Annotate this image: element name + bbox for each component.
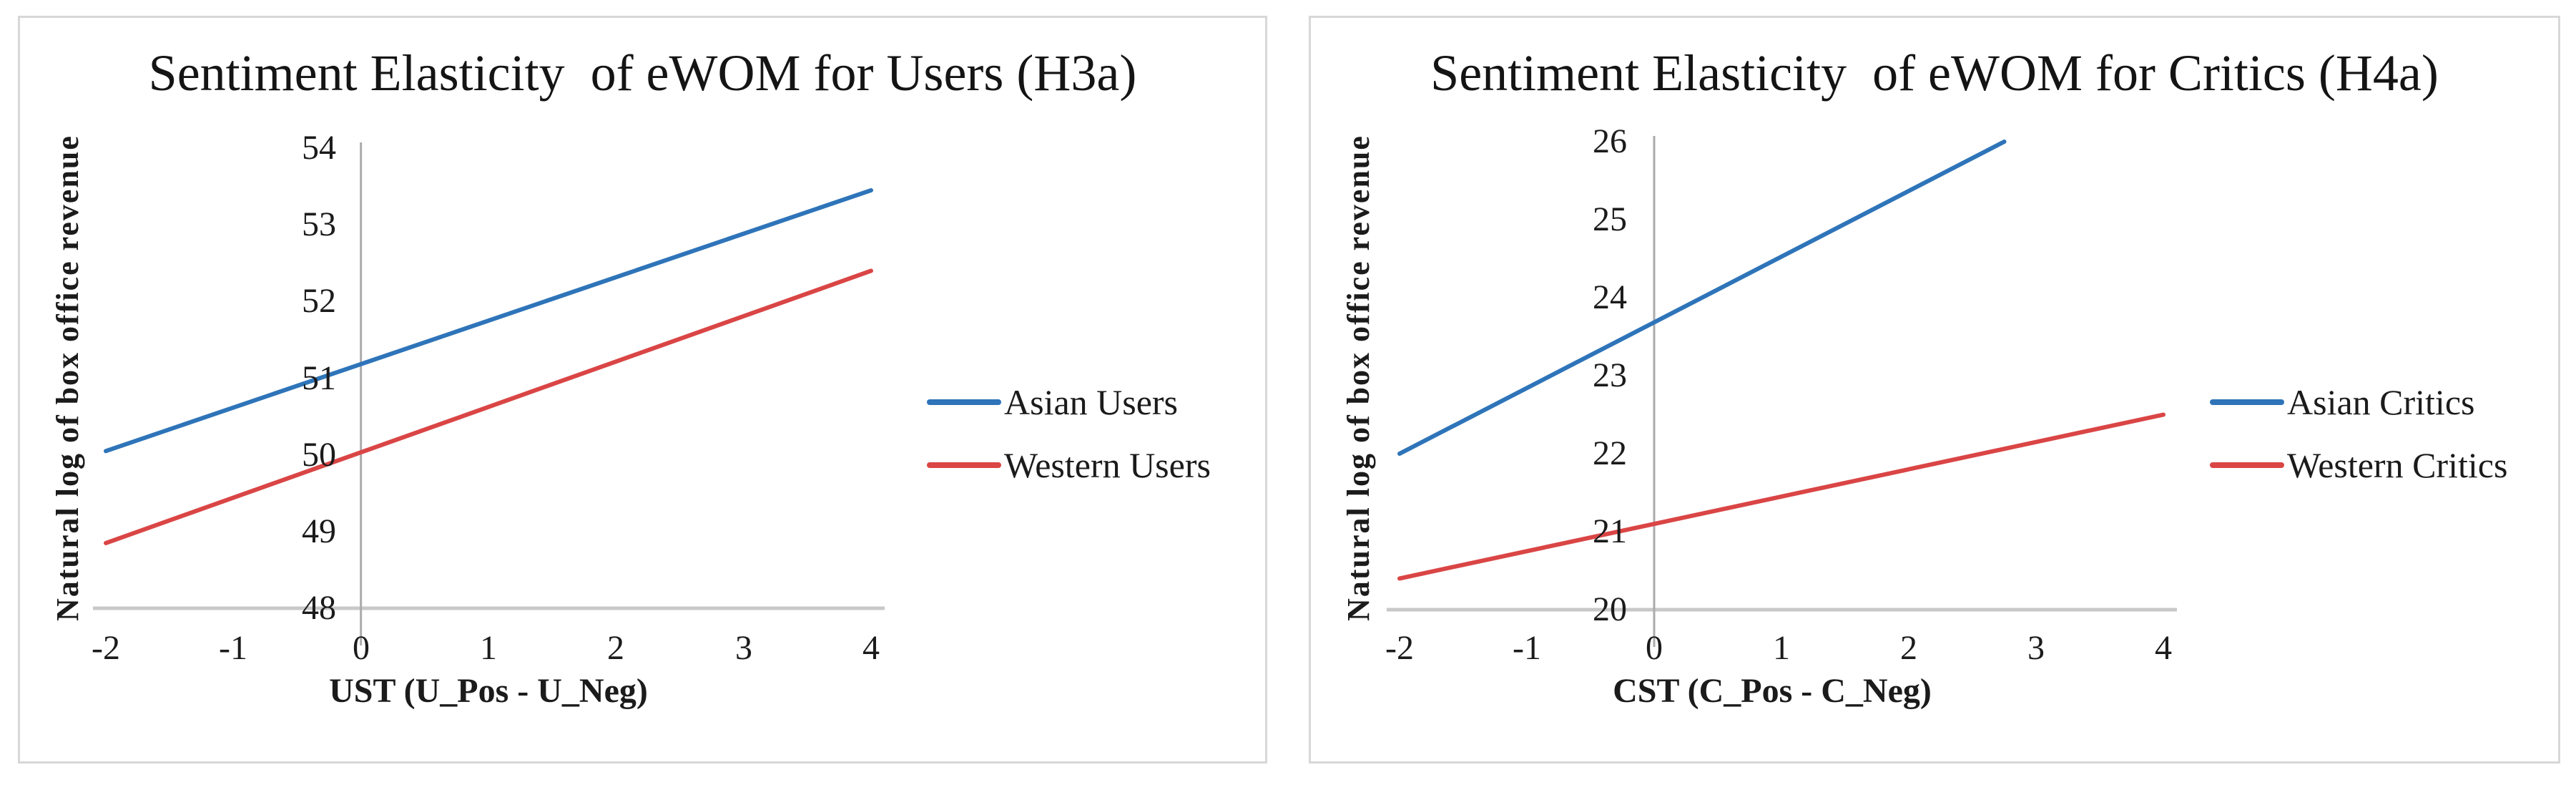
series-line-western-users	[104, 268, 873, 545]
y-tick-label: 48	[302, 589, 336, 627]
series-line-western-critics	[1397, 412, 2165, 581]
x-tick-label: 1	[480, 629, 497, 667]
series-line-asian-users	[104, 187, 873, 454]
chart-panel-users	[18, 16, 1267, 764]
x-tick-label: 4	[2155, 629, 2172, 667]
x-tick-label: -2	[1385, 629, 1414, 667]
y-tick-label: 24	[1593, 278, 1627, 316]
y-tick-label: 20	[1593, 590, 1627, 628]
x-tick-label: 2	[607, 629, 624, 667]
x-tick-label: 4	[862, 629, 880, 667]
y-axis-title-users: Natural log of box office revenue	[50, 135, 85, 621]
x-axis-title-users: UST (U_Pos - U_Neg)	[329, 672, 648, 710]
chart-title-critics: Sentiment Elasticity of eWOM for Critics…	[1430, 44, 2439, 102]
y-tick-label: 51	[302, 359, 336, 397]
y-tick-label: 25	[1593, 200, 1627, 238]
y-tick-label: 52	[302, 282, 336, 320]
y-tick-label: 54	[302, 129, 336, 167]
y-axis-title-critics: Natural log of box office revenue	[1341, 135, 1376, 621]
y-tick-label: 23	[1593, 356, 1627, 394]
y-tick-label: 22	[1593, 434, 1627, 472]
x-axis-title-critics: CST (C_Pos - C_Neg)	[1613, 672, 1932, 710]
x-tick-label: 3	[735, 629, 752, 667]
x-tick-label: 1	[1773, 629, 1790, 667]
x-tick-label: -1	[219, 629, 247, 667]
y-tick-label: 50	[302, 436, 336, 474]
y-tick-label: 21	[1593, 512, 1627, 550]
legend-swatch-asian-critics	[2210, 399, 2284, 405]
y-tick-label: 49	[302, 512, 336, 550]
legend-label-asian-critics: Asian Critics	[2287, 382, 2475, 422]
x-tick-label: 2	[1900, 629, 1917, 667]
series-line-asian-critics	[1397, 140, 2007, 456]
legend-label-asian-users: Asian Users	[1004, 382, 1179, 422]
x-tick-label: 3	[2027, 629, 2045, 667]
legend-label-western-users: Western Users	[1004, 445, 1211, 485]
legend-swatch-asian-users	[927, 399, 1001, 405]
y-tick-label: 53	[302, 205, 336, 243]
x-tick-label: -2	[92, 629, 120, 667]
chart-title-users: Sentiment Elasticity of eWOM for Users (…	[148, 44, 1137, 102]
chart-panel-critics	[1309, 16, 2560, 764]
legend-swatch-western-critics	[2210, 462, 2284, 468]
legend-swatch-western-users	[927, 462, 1001, 468]
x-tick-label: 0	[353, 629, 370, 667]
legend-label-western-critics: Western Critics	[2287, 445, 2508, 485]
y-tick-label: 26	[1593, 122, 1627, 160]
x-tick-label: 0	[1646, 629, 1663, 667]
x-tick-label: -1	[1513, 629, 1541, 667]
